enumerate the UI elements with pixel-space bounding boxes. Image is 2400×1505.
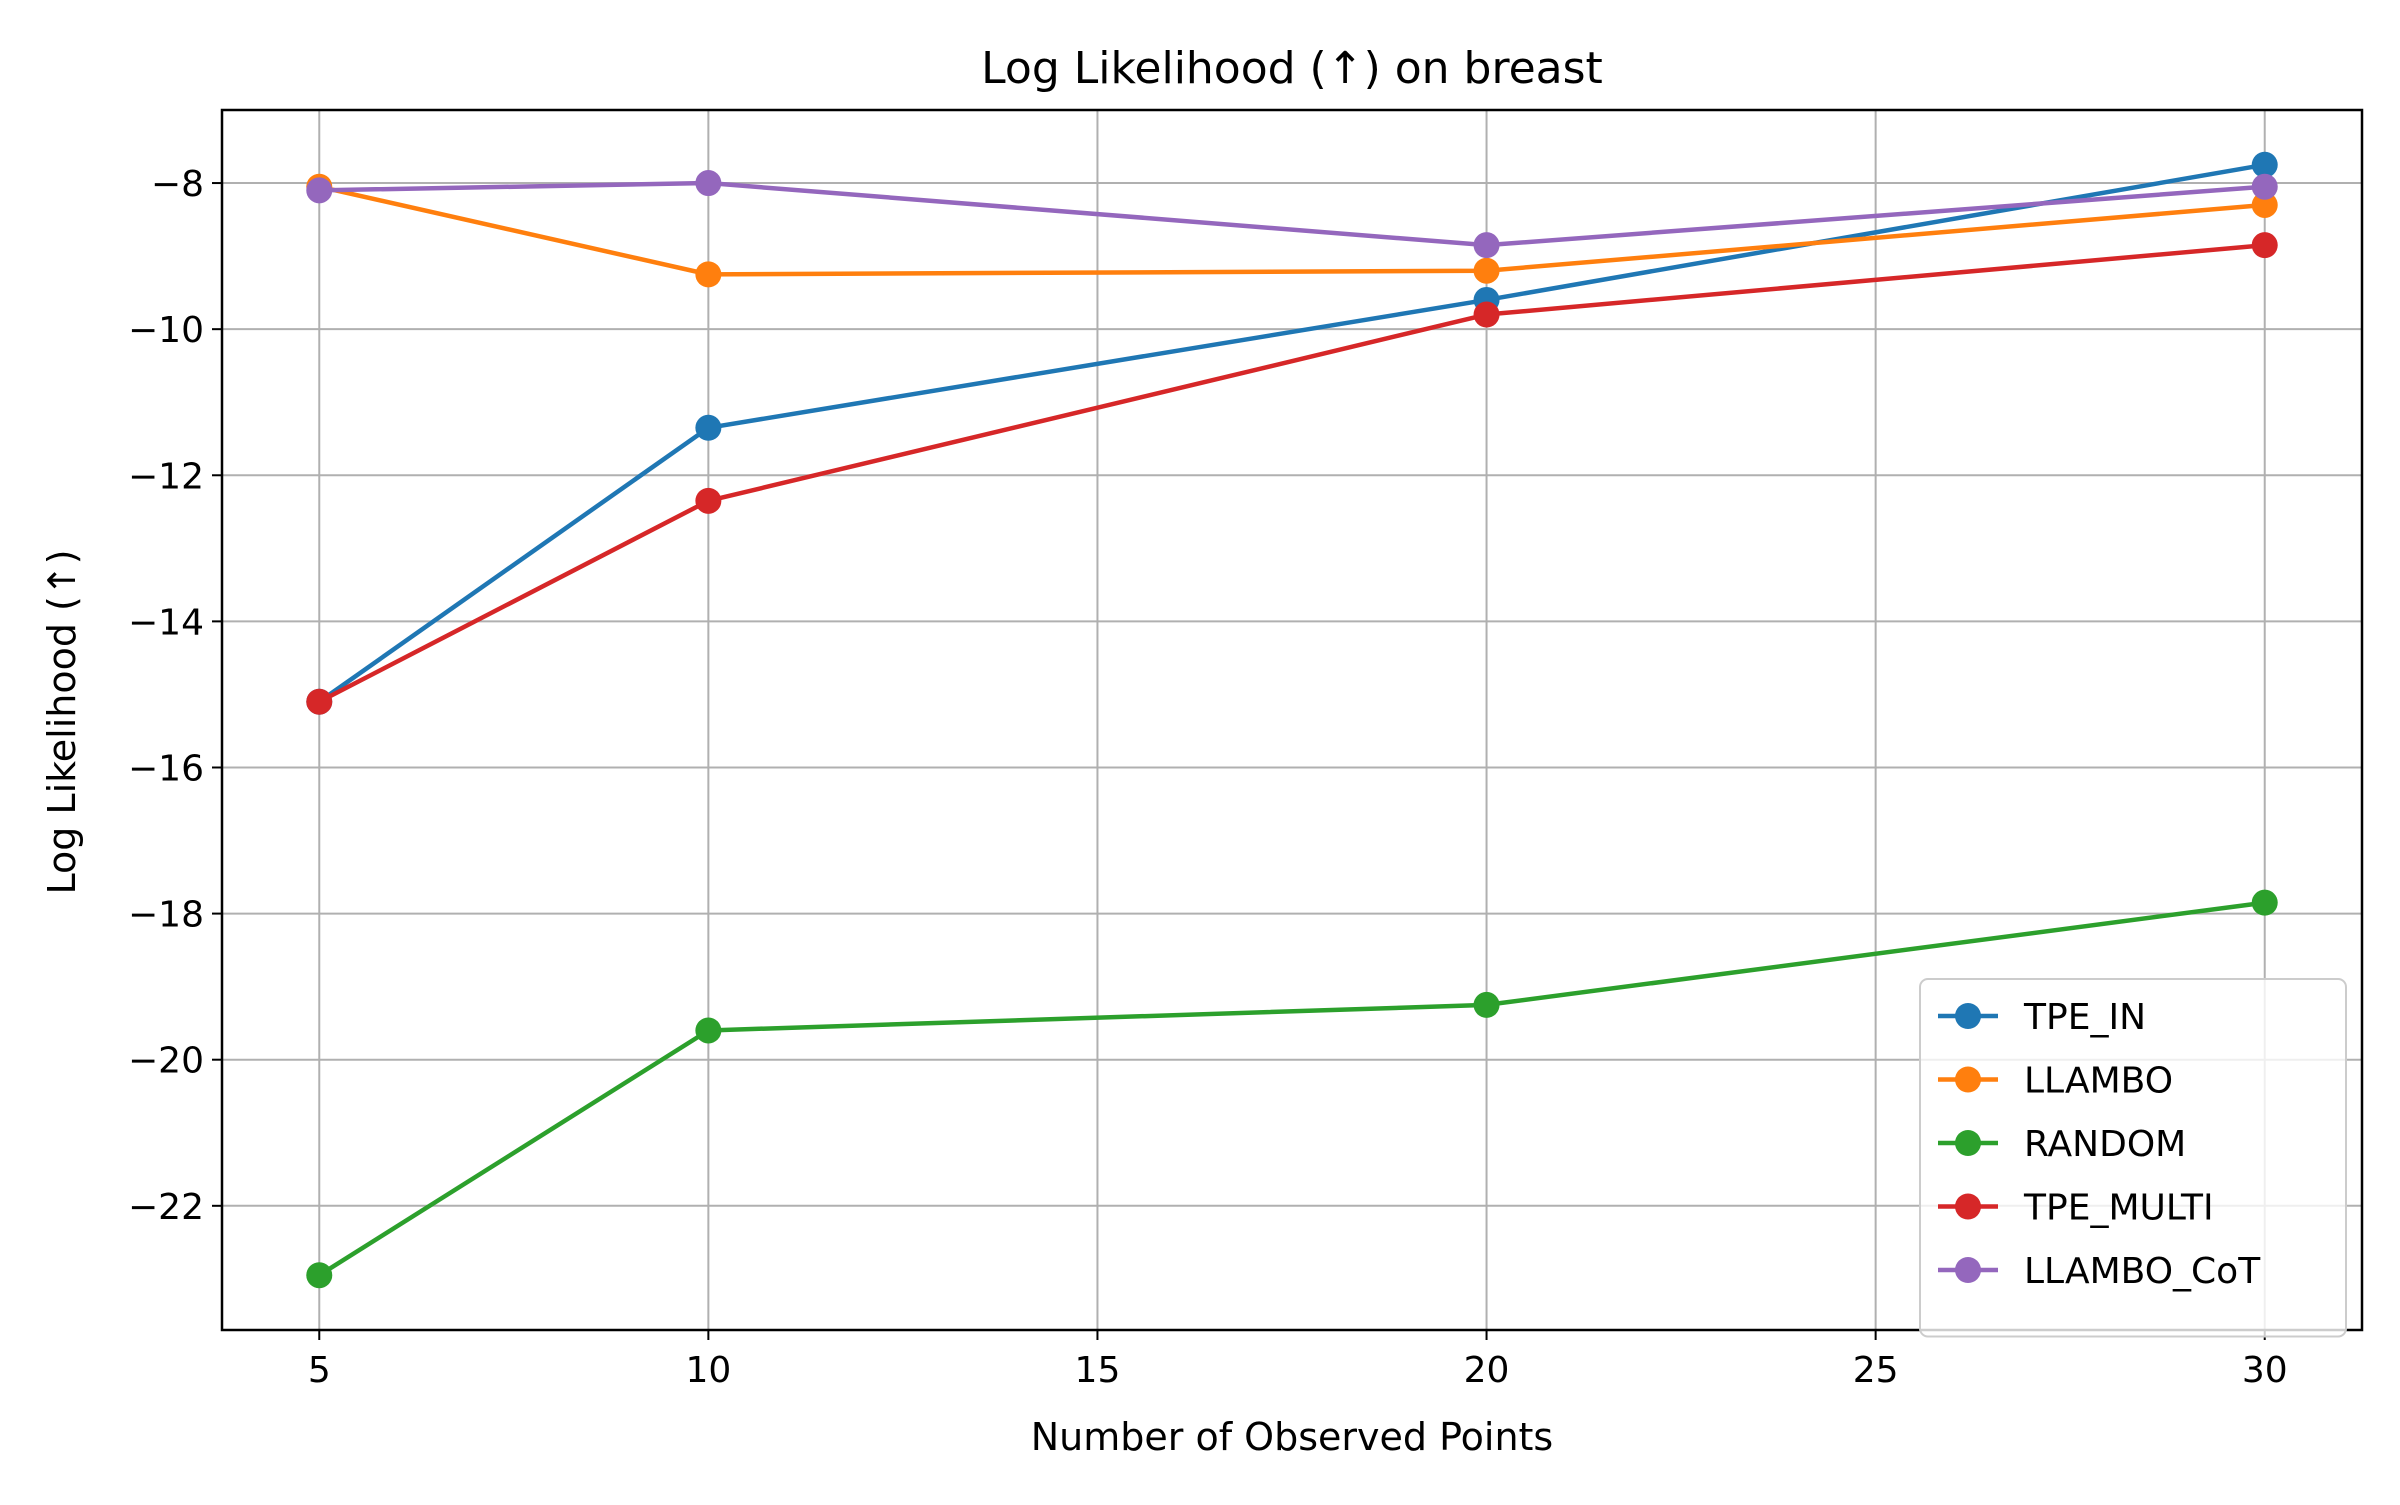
legend-item: LLAMBO_CoT [1938,1251,2261,1292]
series-line [316,180,2268,248]
series-line [316,242,2268,705]
legend-label: RANDOM [2024,1124,2186,1165]
data-point [2251,232,2278,259]
y-tick-label: −14 [128,602,204,643]
legend-item: LLAMBO [1938,1061,2173,1102]
data-point [695,1017,722,1044]
legend-marker [1955,1193,1981,1220]
y-tick-label: −10 [128,310,204,351]
x-tick-label: 5 [308,1350,331,1391]
y-tick-label: −20 [128,1041,204,1082]
series-group [306,151,2278,1289]
legend-box [1919,978,2347,1338]
legend-marker [1955,1003,1981,1029]
legend-item: TPE_IN [1938,997,2146,1038]
data-point [1473,991,1500,1018]
axis-ticks: 5 10 15 20 25 30 −22 −20 −18 −16 −14 −12 −10 −8 [128,164,2288,1391]
data-point [695,414,722,441]
series-random [306,889,2278,1289]
legend-label: TPE_MULTI [2023,1188,2214,1229]
series-line [316,162,2268,705]
series-llambo-cot [306,170,2278,259]
x-tick-label: 10 [685,1350,731,1391]
legend-item: RANDOM [1938,1124,2186,1165]
data-point [2251,191,2278,218]
y-tick-label: −16 [128,748,204,789]
data-point [1473,232,1500,259]
x-tick-label: 25 [1853,1350,1899,1391]
chart-title: Log Likelihood (↑) on breast [981,43,1603,94]
legend-marker [1955,1257,1981,1283]
data-point [2251,173,2278,200]
series-tpe-multi [306,232,2278,715]
data-point [2251,151,2278,178]
legend-label: TPE_IN [2023,997,2146,1038]
series-line [316,184,2268,277]
legend-marker [1955,1066,1981,1093]
data-point [2251,889,2278,916]
x-tick-label: 15 [1075,1350,1121,1391]
y-tick-label: −22 [128,1187,204,1228]
data-point [695,487,722,514]
data-point [695,170,722,197]
legend: TPE_IN LLAMBO RANDOM TPE_MULTI LLAMBO_CoT [1919,978,2347,1338]
data-point [306,1262,333,1289]
y-axis-label: Log Likelihood (↑) [40,549,84,894]
data-point [695,261,722,288]
data-point [1473,301,1500,328]
data-point [1473,257,1500,284]
legend-label: LLAMBO [2024,1061,2173,1102]
data-point [306,177,333,204]
legend-item: TPE_MULTI [1938,1188,2214,1229]
legend-label: LLAMBO_CoT [2024,1251,2261,1292]
x-axis-label: Number of Observed Points [1031,1415,1553,1459]
plot-frame [220,108,2364,1332]
x-tick-label: 30 [2242,1350,2288,1391]
legend-marker [1955,1130,1981,1156]
grid-lines [222,110,2362,1330]
y-tick-label: −18 [128,895,204,936]
series-line [316,900,2268,1279]
y-tick-label: −8 [151,164,204,205]
y-tick-label: −12 [128,456,204,497]
x-tick-label: 20 [1464,1350,1510,1391]
data-point [306,688,333,715]
